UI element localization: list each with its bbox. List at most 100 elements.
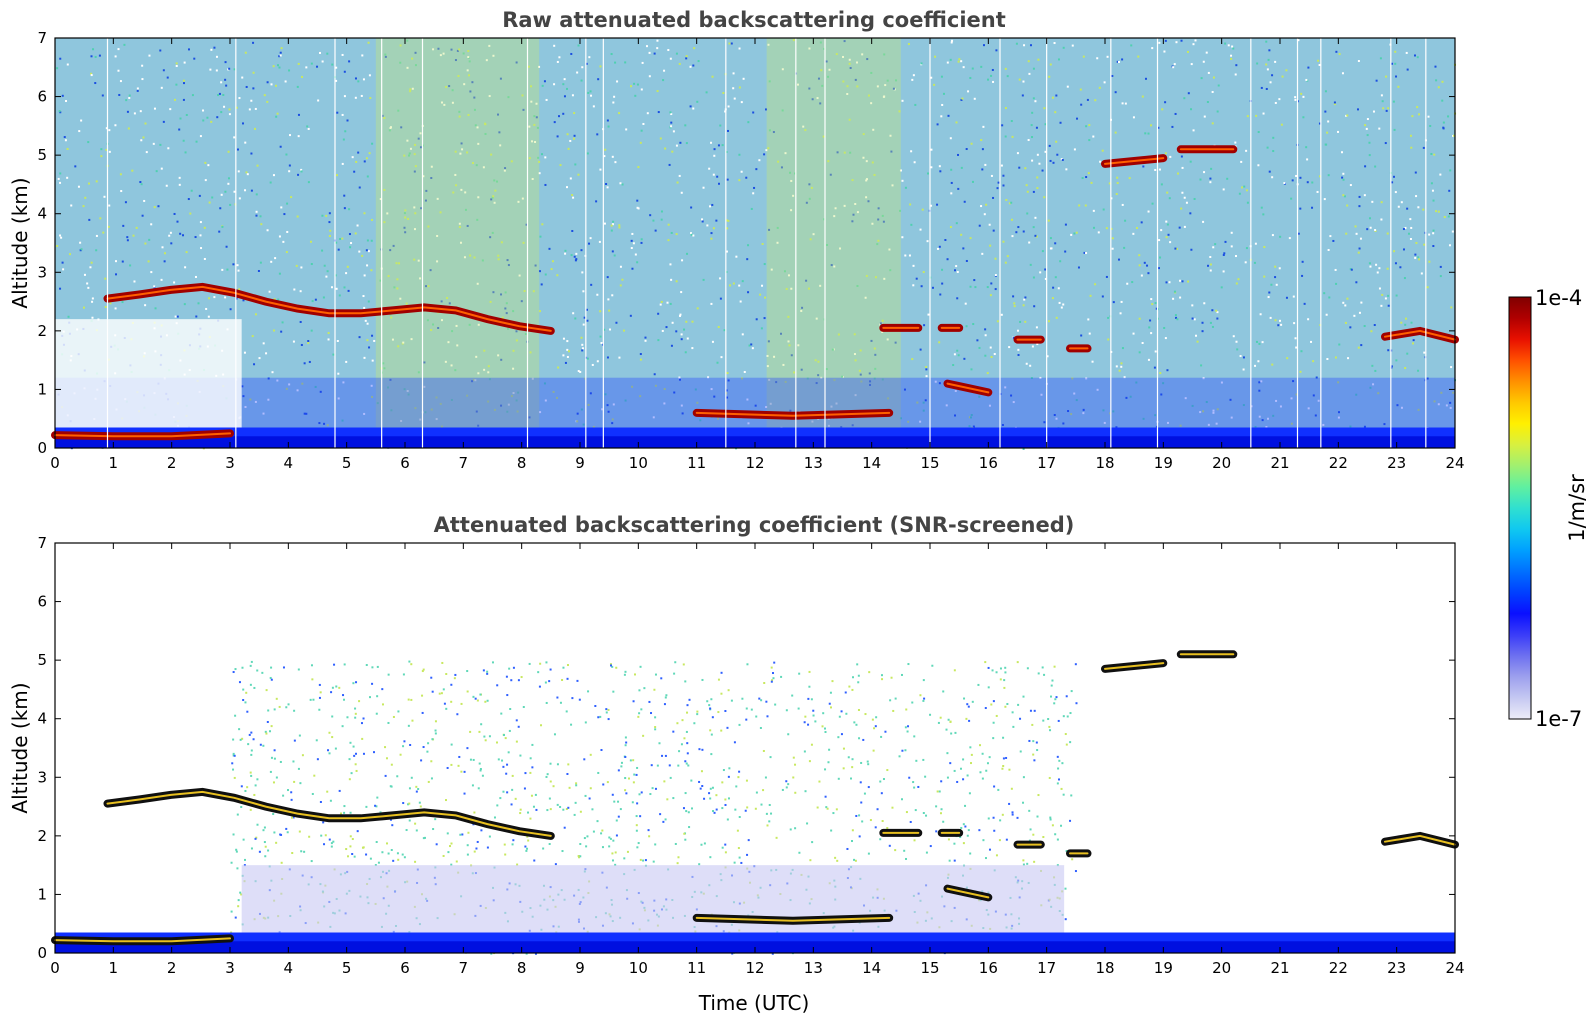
speckle (278, 235, 281, 238)
speckle (636, 802, 639, 805)
speckle (413, 228, 416, 231)
speckle (576, 679, 579, 682)
speckle (243, 858, 246, 861)
speckle (361, 54, 364, 57)
speckle (1193, 318, 1196, 321)
y-tick-label: 3 (37, 263, 47, 281)
speckle (936, 123, 939, 126)
speckle (830, 264, 833, 267)
speckle (824, 731, 827, 734)
speckle (373, 339, 376, 342)
speckle (597, 716, 600, 719)
speckle (1261, 341, 1264, 344)
speckle (717, 711, 720, 714)
speckle (575, 258, 578, 261)
speckle (696, 401, 699, 404)
speckle (249, 683, 252, 686)
speckle (183, 61, 186, 64)
speckle (471, 81, 474, 84)
speckle (860, 380, 863, 383)
speckle (505, 772, 508, 775)
speckle (665, 694, 668, 697)
speckle (583, 837, 586, 840)
speckle (1048, 144, 1051, 147)
speckle (174, 315, 177, 318)
speckle (688, 698, 691, 701)
speckle (396, 287, 399, 290)
speckle (439, 211, 442, 214)
speckle (487, 365, 490, 368)
speckle (837, 736, 840, 739)
speckle (675, 280, 678, 283)
speckle (1357, 251, 1360, 254)
speckle (351, 156, 354, 159)
speckle (98, 54, 101, 57)
speckle (949, 720, 952, 723)
speckle (1080, 103, 1083, 106)
speckle (758, 697, 761, 700)
speckle (1435, 79, 1438, 82)
speckle (252, 738, 255, 741)
speckle (250, 660, 253, 663)
feature-edge (54, 432, 231, 438)
speckle (150, 271, 153, 274)
speckle (1064, 250, 1067, 253)
speckle (663, 388, 666, 391)
speckle (639, 141, 642, 144)
speckle (953, 842, 956, 845)
speckle (265, 352, 268, 355)
speckle (361, 737, 364, 740)
speckle (768, 80, 771, 83)
speckle (619, 182, 622, 185)
speckle (930, 148, 933, 151)
speckle (727, 219, 730, 222)
speckle (812, 709, 815, 712)
speckle (1070, 233, 1073, 236)
speckle (67, 315, 70, 318)
speckle (303, 850, 306, 853)
speckle (713, 395, 716, 398)
speckle (1373, 324, 1376, 327)
speckle (1043, 421, 1046, 424)
speckle (1002, 174, 1005, 177)
speckle (1206, 101, 1209, 104)
speckle (311, 678, 314, 681)
speckle (1092, 209, 1095, 212)
speckle (292, 816, 295, 819)
speckle (1002, 765, 1005, 768)
speckle (726, 726, 729, 729)
speckle (365, 249, 368, 252)
speckle (407, 803, 410, 806)
speckle (233, 136, 236, 139)
speckle (608, 836, 611, 839)
speckle (456, 713, 459, 716)
speckle (992, 737, 995, 740)
speckle (765, 149, 768, 152)
speckle (1142, 165, 1145, 168)
speckle (966, 834, 969, 837)
speckle (319, 800, 322, 803)
speckle (466, 853, 469, 856)
speckle (1001, 767, 1004, 770)
speckle (1123, 376, 1126, 379)
speckle (477, 323, 480, 326)
speckle (1357, 60, 1360, 63)
colorbar-max-label: 1e-4 (1535, 286, 1582, 310)
speckle (515, 399, 518, 402)
speckle (986, 762, 989, 765)
speckle (1274, 319, 1277, 322)
speckle (1062, 715, 1065, 718)
speckle (563, 95, 566, 98)
speckle (771, 679, 774, 682)
speckle (920, 285, 923, 288)
speckle (1371, 364, 1374, 367)
speckle (586, 152, 589, 155)
speckle (273, 831, 276, 834)
speckle (362, 752, 365, 755)
speckle (474, 697, 477, 700)
speckle (864, 296, 867, 299)
speckle (153, 206, 156, 209)
speckle (584, 794, 587, 797)
speckle (651, 787, 654, 790)
speckle (59, 287, 62, 290)
